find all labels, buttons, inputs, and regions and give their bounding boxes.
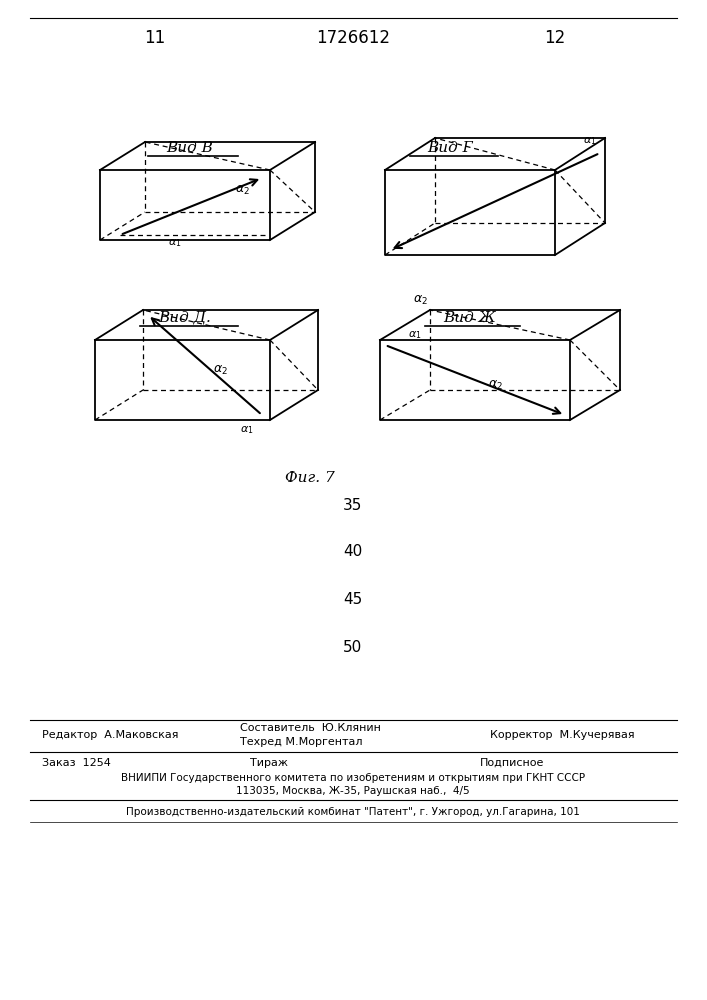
Text: 12: 12 — [544, 29, 566, 47]
Text: 1726612: 1726612 — [316, 29, 390, 47]
Text: Вид Д.: Вид Д. — [158, 311, 211, 325]
Text: $\alpha_2$: $\alpha_2$ — [235, 183, 250, 197]
Text: 11: 11 — [144, 29, 165, 47]
Text: $\alpha_1$: $\alpha_1$ — [168, 237, 182, 249]
Text: Вид Г: Вид Г — [427, 141, 473, 155]
Text: 35: 35 — [344, 497, 363, 512]
Text: Составитель  Ю.Клянин: Составитель Ю.Клянин — [240, 723, 381, 733]
Text: 45: 45 — [344, 592, 363, 607]
Text: Техред М.Моргентал: Техред М.Моргентал — [240, 737, 363, 747]
Text: Редактор  А.Маковская: Редактор А.Маковская — [42, 730, 178, 740]
Text: 40: 40 — [344, 544, 363, 560]
Text: Производственно-издательский комбинат "Патент", г. Ужгород, ул.Гагарина, 101: Производственно-издательский комбинат "П… — [126, 807, 580, 817]
Text: 50: 50 — [344, 641, 363, 656]
Text: Вид Ж: Вид Ж — [443, 311, 496, 325]
Text: 113035, Москва, Ж-35, Раушская наб.,  4/5: 113035, Москва, Ж-35, Раушская наб., 4/5 — [236, 786, 470, 796]
Text: Подписное: Подписное — [480, 758, 544, 768]
Text: $\alpha_1$: $\alpha_1$ — [408, 329, 422, 341]
Text: Вид В: Вид В — [167, 141, 214, 155]
Text: $\alpha_2$: $\alpha_2$ — [488, 378, 503, 392]
Text: Тираж: Тираж — [250, 758, 288, 768]
Text: ВНИИПИ Государственного комитета по изобретениям и открытиям при ГКНТ СССР: ВНИИПИ Государственного комитета по изоб… — [121, 773, 585, 783]
Text: $\alpha_1$: $\alpha_1$ — [240, 424, 254, 436]
Text: Фиг. 7: Фиг. 7 — [285, 471, 335, 485]
Text: Корректор  М.Кучерявая: Корректор М.Кучерявая — [490, 730, 635, 740]
Text: $\alpha_1$: $\alpha_1$ — [583, 135, 597, 147]
Text: Заказ  1254: Заказ 1254 — [42, 758, 111, 768]
Text: $\alpha_2$: $\alpha_2$ — [413, 293, 428, 307]
Text: $\alpha_2$: $\alpha_2$ — [213, 363, 228, 377]
